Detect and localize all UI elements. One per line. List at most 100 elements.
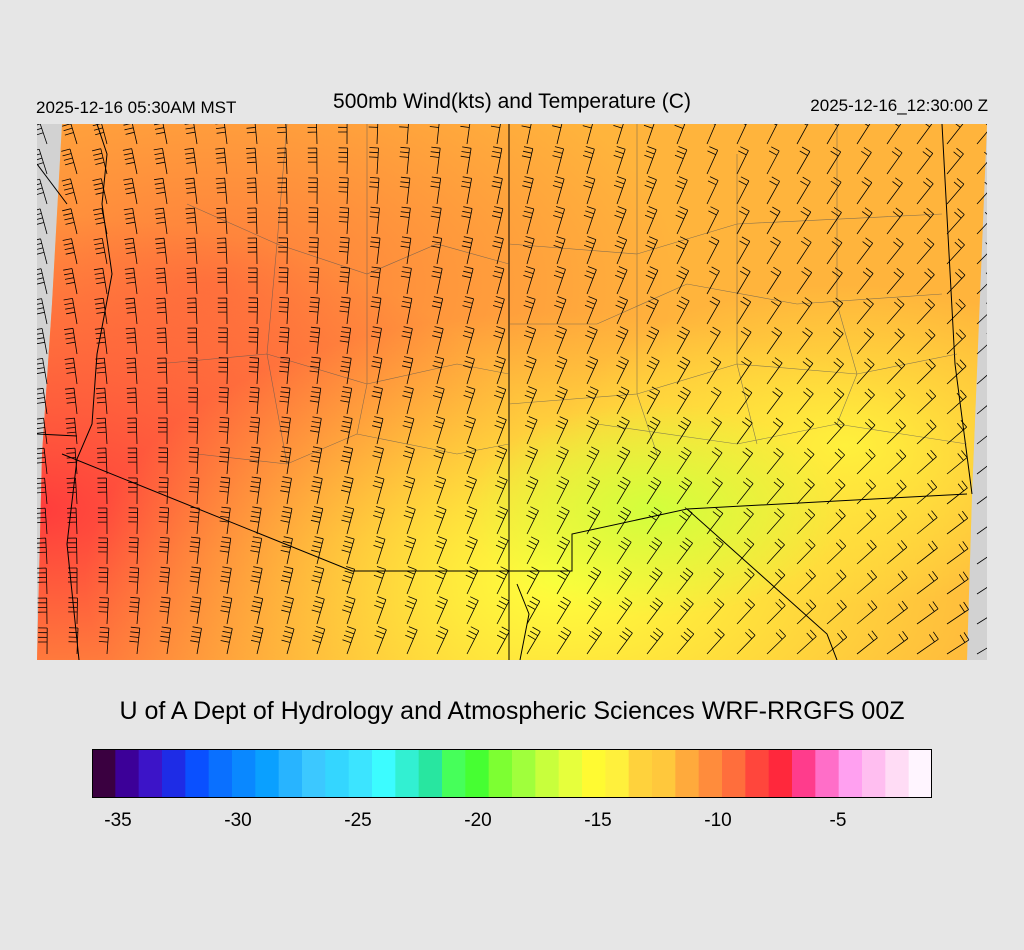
wind-barb — [706, 507, 724, 535]
wind-barb — [64, 327, 78, 355]
wind-barb — [886, 237, 904, 265]
colorbar-swatch — [138, 749, 163, 798]
wind-barb — [976, 465, 987, 475]
wind-barb — [646, 296, 659, 325]
wind-barb — [736, 146, 749, 175]
wind-barb — [248, 327, 259, 355]
wind-barb — [493, 356, 506, 385]
colorbar-swatch — [92, 749, 116, 798]
wind-barb — [976, 496, 987, 505]
wind-barb — [123, 178, 138, 205]
wind-barb — [124, 237, 138, 265]
wind-barb — [61, 178, 78, 205]
wind-barb — [556, 476, 570, 505]
wind-barb — [826, 207, 842, 235]
wind-barb — [826, 388, 845, 415]
wind-barb — [916, 631, 939, 655]
wind-barb — [946, 419, 968, 445]
colorbar-swatch — [302, 749, 326, 798]
wind-barb — [583, 206, 596, 235]
wind-barb — [465, 566, 479, 595]
wind-barb — [157, 417, 168, 445]
wind-barb — [766, 629, 786, 655]
wind-barb — [643, 124, 655, 145]
wind-barb — [215, 147, 228, 175]
colorbar-swatch — [162, 749, 186, 798]
temperature-map — [37, 124, 987, 660]
wind-barb — [92, 178, 108, 205]
colorbar-tick-label: -20 — [464, 810, 492, 831]
wind-barb — [916, 147, 934, 175]
wind-barb — [826, 478, 846, 505]
wind-barb — [856, 539, 877, 565]
wind-barb — [585, 326, 598, 355]
wind-barb — [68, 597, 78, 625]
wind-barb — [492, 236, 504, 265]
wind-barb — [280, 476, 292, 505]
wind-barb — [157, 357, 168, 385]
wind-barb — [976, 332, 987, 355]
wind-barb — [490, 124, 501, 145]
wind-barb — [158, 477, 169, 505]
wind-barb — [766, 266, 782, 295]
wind-barb — [277, 177, 288, 205]
wind-barb — [524, 386, 537, 415]
wind-barb — [123, 124, 138, 145]
wind-barb — [736, 266, 751, 295]
wind-barb — [766, 477, 785, 505]
colorbar-swatch — [442, 749, 466, 798]
wind-barb — [613, 124, 624, 145]
colorbar-swatch — [558, 749, 583, 798]
wind-barb — [766, 447, 784, 475]
wind-barb — [521, 124, 532, 145]
wind-barb — [37, 507, 48, 535]
colorbar-swatch — [278, 749, 303, 798]
colorbar-swatch — [232, 749, 256, 798]
temperature-shading — [37, 124, 987, 660]
wind-barb — [434, 506, 447, 535]
wind-barb — [525, 416, 538, 445]
wind-barb — [126, 357, 138, 385]
wind-barb — [886, 147, 903, 175]
wind-barb — [92, 148, 108, 175]
wind-barb — [126, 387, 138, 415]
wind-barb — [308, 237, 319, 265]
wind-barb — [886, 298, 905, 325]
wind-barb — [706, 417, 722, 445]
wind-barb — [310, 476, 323, 505]
wind-barb — [586, 416, 600, 445]
wind-barb — [153, 148, 168, 175]
wind-barb — [585, 386, 599, 415]
wind-barb — [856, 237, 874, 265]
wind-barb — [796, 176, 811, 205]
wind-barb — [976, 272, 987, 295]
wind-barb — [154, 177, 168, 205]
wind-barb — [307, 147, 318, 175]
wind-barb — [158, 537, 170, 565]
colorbar-swatch — [185, 749, 210, 798]
wind-barb — [128, 537, 139, 565]
temperature-colorbar — [92, 749, 932, 798]
wind-barb — [463, 416, 476, 445]
wind-barb — [916, 328, 936, 355]
wind-barb — [946, 208, 965, 235]
wind-barb — [218, 327, 228, 355]
wind-barb — [946, 298, 966, 325]
wind-barb — [215, 124, 228, 145]
wind-barb — [68, 627, 79, 655]
wind-barb — [62, 208, 78, 235]
wind-barb — [62, 238, 78, 265]
colorbar-swatch — [605, 749, 630, 798]
wind-barb — [250, 536, 263, 565]
colorbar-tick-label: -15 — [584, 810, 612, 831]
colorbar-swatch — [395, 749, 420, 798]
wind-barb — [373, 536, 386, 565]
wind-barb — [676, 296, 690, 325]
wind-barb — [796, 629, 817, 655]
wind-barb — [188, 477, 200, 505]
wind-barb — [311, 566, 325, 595]
wind-barb — [706, 236, 720, 265]
wind-barb — [886, 124, 902, 145]
wind-barb — [916, 298, 935, 325]
wind-barb — [371, 356, 383, 385]
